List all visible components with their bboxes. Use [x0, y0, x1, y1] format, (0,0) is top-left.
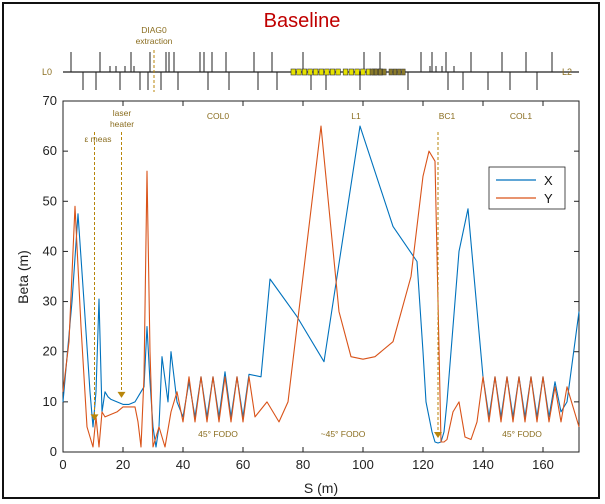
x-tick-label: 140: [472, 457, 494, 472]
cavity-cell-dark: [382, 68, 387, 76]
plot-area: [62, 100, 580, 453]
cavity-cell: [342, 68, 349, 76]
anno-col1: COL1: [510, 111, 532, 121]
cavity-cell-dark: [401, 68, 406, 76]
marker-triangle: [434, 431, 442, 438]
x-tick-label: 160: [532, 457, 554, 472]
anno-emeas: ε meas: [85, 134, 112, 144]
cavity-cell-dark: [388, 68, 393, 76]
cavity-cell: [318, 68, 324, 76]
cavity-cell: [360, 68, 366, 76]
x-tick-label: 20: [116, 457, 130, 472]
y-tick-label: 40: [43, 243, 57, 258]
cavity-cell: [290, 68, 296, 76]
anno-laser-line2: heater: [110, 119, 134, 129]
cavity-cell: [335, 68, 341, 76]
cavity-cell: [324, 68, 330, 76]
cavity-cell: [329, 68, 336, 76]
y-tick-label: 60: [43, 143, 57, 158]
x-axis: 0 20 40 60 80 100 120 140 160: [59, 101, 554, 472]
anno-col0: COL0: [207, 111, 229, 121]
x-tick-label: 80: [296, 457, 310, 472]
y-axis-label: Beta (m): [15, 250, 31, 304]
cavity-cell: [296, 68, 302, 76]
cavity-cell-dark: [392, 68, 398, 76]
y-tick-label: 50: [43, 193, 57, 208]
diag-label-line1: DIAG0: [141, 25, 167, 35]
series-line-y: [62, 125, 580, 448]
figure-frame: [2, 2, 600, 499]
cavity-cell-dark: [369, 68, 374, 76]
marker-triangle: [117, 391, 126, 398]
x-axis-label: S (m): [304, 480, 338, 496]
cavity-cell: [313, 68, 319, 76]
marker-layer: [90, 132, 442, 438]
series-layer: [62, 125, 580, 448]
cavity-cell-dark: [378, 68, 383, 76]
y-tick-label: 20: [43, 344, 57, 359]
x-tick-label: 60: [236, 457, 250, 472]
anno-laser-line1: laser: [113, 108, 132, 118]
anno-fodo-left: 45° FODO: [198, 429, 238, 439]
legend-label-x: X: [544, 173, 553, 188]
cavity-cell-dark: [373, 68, 379, 76]
cavity-cell: [348, 68, 354, 76]
anno-fodo-mid: ~45° FODO: [321, 429, 366, 439]
x-tick-label: 40: [176, 457, 190, 472]
y-tick-label: 30: [43, 294, 57, 309]
legend: X Y: [488, 166, 566, 210]
lattice-schematic: L0 L2 DIAG0 extraction: [42, 25, 579, 92]
y-tick-label: 70: [43, 93, 57, 108]
y-tick-label: 0: [50, 444, 57, 459]
cavity-cell-dark: [397, 68, 402, 76]
legend-box: [488, 166, 566, 210]
x-tick-label: 100: [352, 457, 374, 472]
y-axis: 0 10 20 30 40 50 60 70: [43, 93, 579, 459]
cavity-cell: [307, 68, 313, 76]
x-tick-label: 120: [412, 457, 434, 472]
legend-label-y: Y: [544, 191, 553, 206]
cavity-cell: [301, 68, 308, 76]
y-tick-label: 10: [43, 394, 57, 409]
diag-label-line2: extraction: [136, 36, 173, 46]
anno-l1: L1: [351, 111, 361, 121]
x-tick-label: 0: [59, 457, 66, 472]
marker-triangle: [90, 414, 99, 421]
lattice-right-label: L2: [562, 67, 572, 77]
chart-title: Baseline: [264, 10, 341, 32]
lattice-left-label: L0: [42, 67, 52, 77]
anno-fodo-right: 45° FODO: [502, 429, 542, 439]
anno-bc1: BC1: [439, 111, 456, 121]
cavity-cell: [354, 68, 360, 76]
